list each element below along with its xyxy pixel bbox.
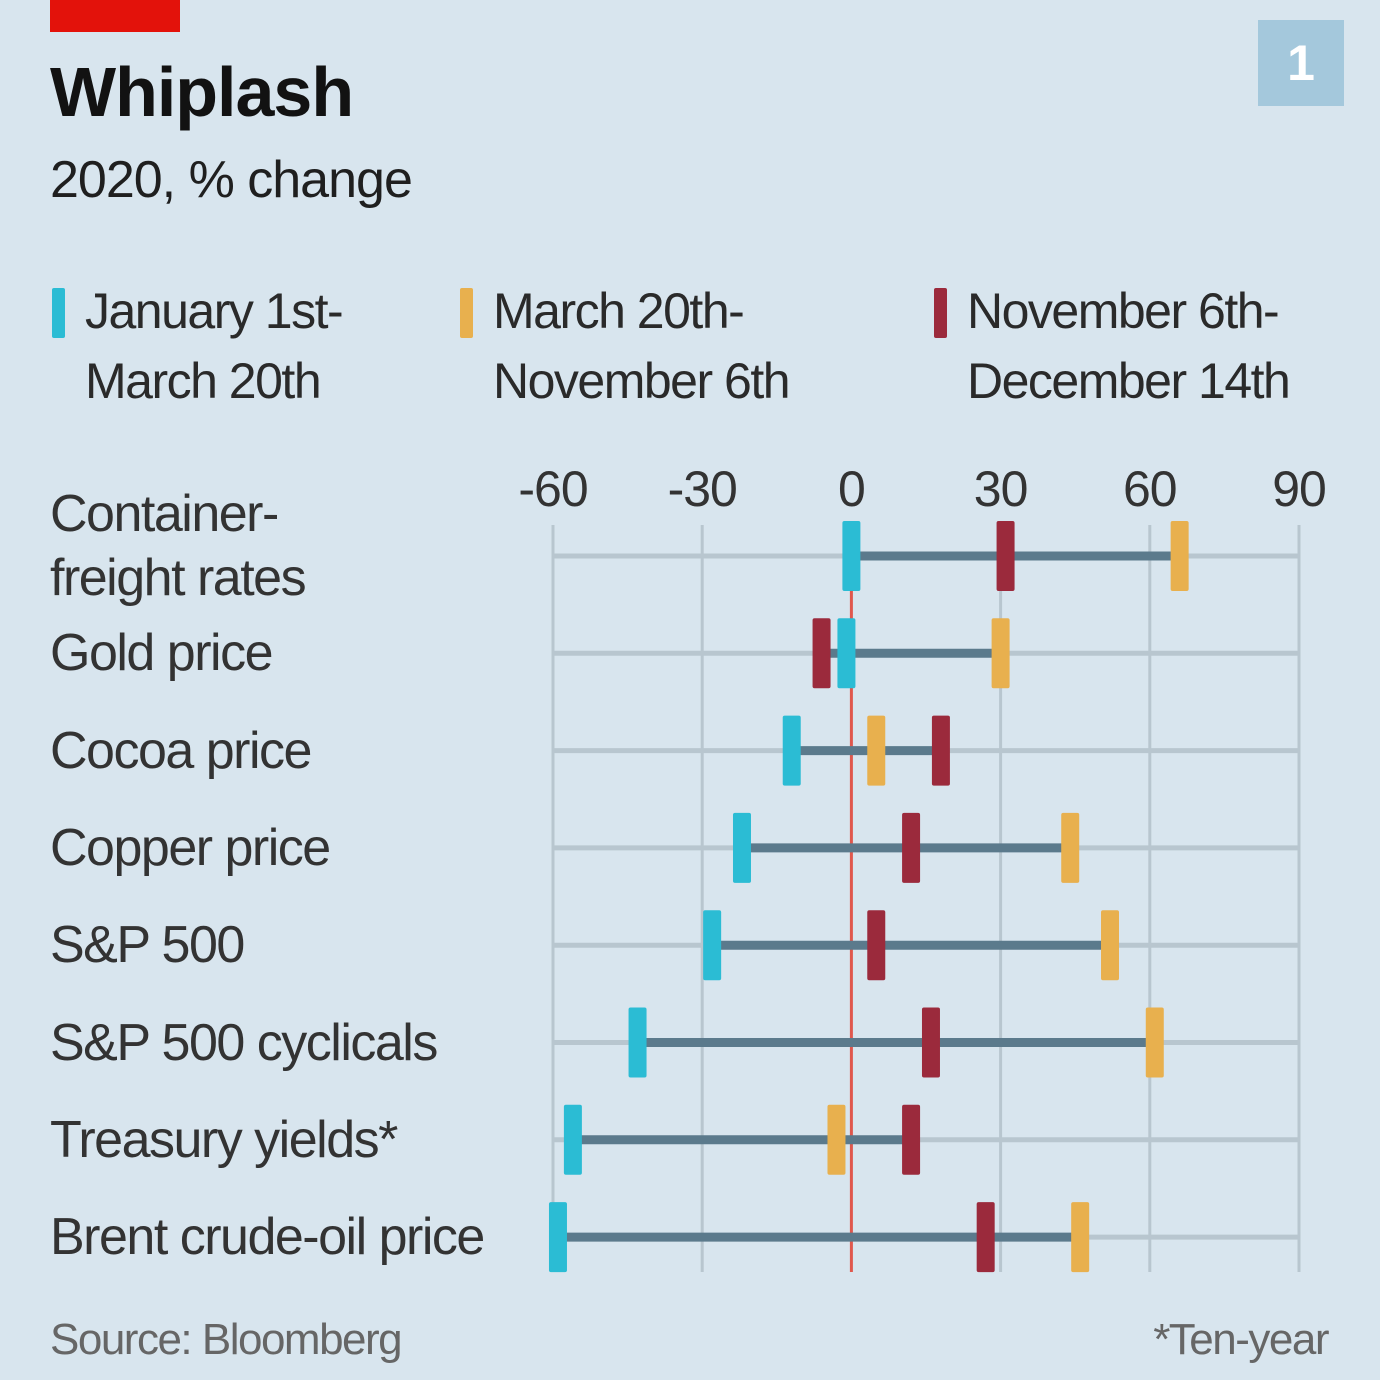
marker-period1 <box>703 910 722 981</box>
marker-period3 <box>902 1104 921 1175</box>
legend-label-line2: November 6th <box>493 353 791 409</box>
marker-period3 <box>867 910 886 981</box>
marker-period2 <box>1061 812 1080 883</box>
marker-period3 <box>931 715 950 786</box>
footnote: *Ten-year <box>1153 1315 1329 1364</box>
category-label: Cocoa price <box>50 719 312 783</box>
marker-period3 <box>921 1007 940 1078</box>
legend-label-period3: November 6th- December 14th <box>967 276 1291 416</box>
legend-label-line2: December 14th <box>967 353 1291 409</box>
source-note: Source: Bloomberg <box>50 1315 403 1364</box>
category-label-line: Copper price <box>50 818 331 877</box>
legend-label-period1: January 1st- March 20th <box>85 276 344 416</box>
marker-period1 <box>628 1007 647 1078</box>
category-label: Container-freight rates <box>50 482 307 610</box>
marker-period2 <box>1071 1202 1090 1273</box>
marker-period2 <box>991 618 1010 689</box>
category-label-line: freight rates <box>50 549 307 607</box>
marker-period1 <box>732 812 751 883</box>
category-label: Treasury yields* <box>50 1108 398 1172</box>
category-label-line: Cocoa price <box>50 721 312 780</box>
brand-red-tag <box>50 0 180 32</box>
x-tick-label: -30 <box>668 461 737 517</box>
legend-swatch-period1 <box>52 288 65 338</box>
category-label: Copper price <box>50 816 331 880</box>
legend-item-period2: March 20th- November 6th <box>460 283 791 416</box>
legend-swatch-period3 <box>934 288 947 338</box>
chart-number-badge: 1 <box>1258 20 1344 106</box>
marker-period3 <box>996 521 1015 591</box>
category-label: S&P 500 cyclicals <box>50 1011 438 1075</box>
category-label: Brent crude-oil price <box>50 1205 485 1269</box>
marker-period2 <box>1101 910 1120 981</box>
marker-period1 <box>837 618 856 689</box>
marker-period2 <box>827 1104 846 1175</box>
x-tick-label: 90 <box>1272 461 1326 517</box>
marker-period1 <box>548 1202 567 1273</box>
legend-swatch-period2 <box>460 288 473 338</box>
marker-period3 <box>902 812 921 883</box>
legend-label-line1: November 6th- <box>967 283 1280 339</box>
category-label: S&P 500 <box>50 913 245 977</box>
marker-period3 <box>812 618 831 689</box>
marker-period1 <box>563 1104 582 1175</box>
category-label-line: Brent crude-oil price <box>50 1208 485 1267</box>
legend-label-line1: January 1st- <box>85 283 344 339</box>
category-label-line: S&P 500 <box>50 916 245 975</box>
legend-label-period2: March 20th- November 6th <box>493 276 791 416</box>
category-label-line: Container- <box>50 485 279 543</box>
category-label-line: Gold price <box>50 624 274 683</box>
category-label-line: Treasury yields* <box>50 1110 398 1169</box>
legend-label-line2: March 20th <box>85 353 322 409</box>
category-label-line: S&P 500 cyclicals <box>50 1013 438 1072</box>
legend-label-line1: March 20th- <box>493 283 745 339</box>
x-tick-label: -60 <box>518 461 587 517</box>
x-tick-label: 30 <box>974 461 1028 517</box>
legend-item-period3: November 6th- December 14th <box>934 283 1291 416</box>
chart-subtitle: 2020, % change <box>50 151 413 209</box>
chart-title: Whiplash <box>50 53 354 131</box>
marker-period2 <box>867 715 886 786</box>
marker-period2 <box>1170 521 1189 591</box>
marker-period3 <box>976 1202 995 1273</box>
category-label: Gold price <box>50 621 274 685</box>
legend-item-period1: January 1st- March 20th <box>52 283 344 416</box>
x-tick-label: 0 <box>838 461 865 517</box>
marker-period1 <box>782 715 801 786</box>
marker-period1 <box>842 521 861 591</box>
marker-period2 <box>1145 1007 1164 1078</box>
x-tick-label: 60 <box>1123 461 1177 517</box>
